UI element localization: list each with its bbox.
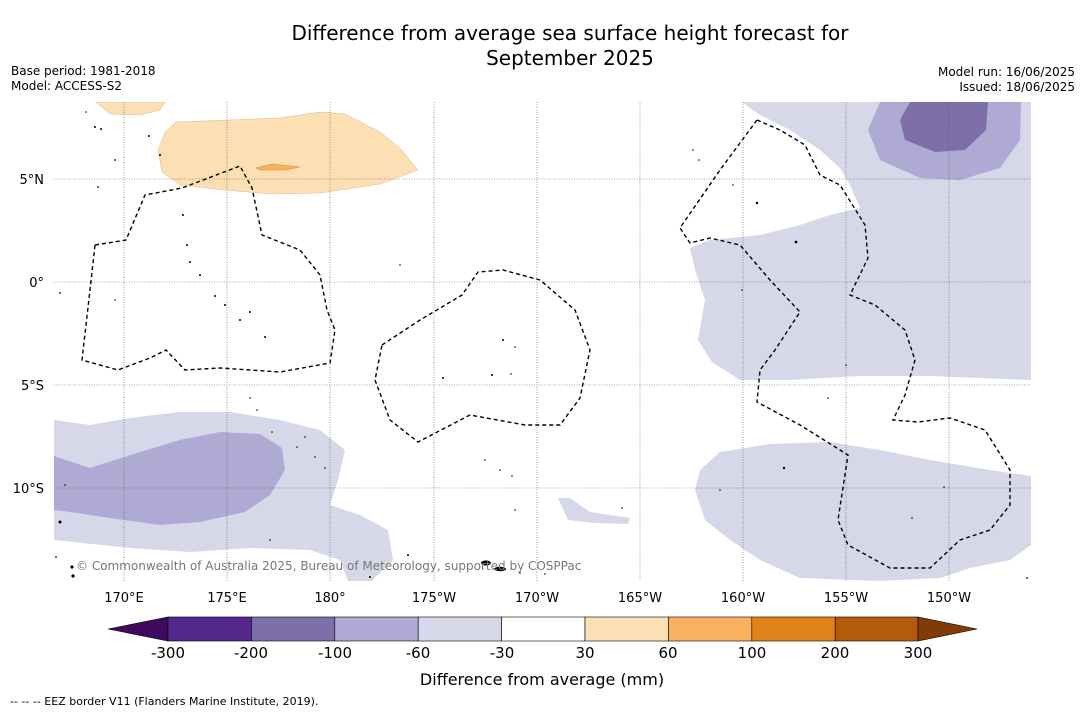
lat-label: 5°S xyxy=(21,379,44,394)
colorbar-bin xyxy=(167,616,252,642)
title-line-2: September 2025 xyxy=(486,46,654,70)
colorbar-tick: 300 xyxy=(904,644,933,662)
lon-label: 180° xyxy=(314,591,345,606)
lat-label: 10°S xyxy=(13,482,44,497)
lon-label: 170°W xyxy=(515,591,559,606)
lon-label: 175°E xyxy=(207,591,247,606)
colorbar-tick: 60 xyxy=(658,644,677,662)
map-area: © Commonwealth of Australia 2025, Bureau… xyxy=(54,102,1031,581)
colorbar-bin xyxy=(834,616,919,642)
meta-right: Model run: 16/06/2025 Issued: 18/06/2025 xyxy=(938,65,1075,95)
colorbar-bin xyxy=(251,616,336,642)
colorbar-tick: 100 xyxy=(738,644,767,662)
colorbar-bin xyxy=(334,616,419,642)
islands xyxy=(55,111,1028,579)
lon-label: 175°W xyxy=(412,591,456,606)
model-run: Model run: 16/06/2025 xyxy=(937,65,1075,79)
colorbar-ticks: -300 -200 -100 -60 -30 30 60 100 200 300 xyxy=(151,644,932,662)
anomaly-negative-southeast xyxy=(695,442,1031,581)
model-name: Model: ACCESS-S2 xyxy=(11,79,123,93)
colorbar-bin xyxy=(668,616,753,642)
anomaly-positive-30-60 xyxy=(95,102,166,116)
anomaly-negative-east-core xyxy=(900,102,988,152)
colorbar-title: Difference from average (mm) xyxy=(420,670,664,689)
lon-label: 165°W xyxy=(618,591,662,606)
colorbar-bin xyxy=(501,616,586,642)
colorbar-bin xyxy=(417,616,502,642)
colorbar-tick: -300 xyxy=(151,644,185,662)
colorbar-bin xyxy=(584,616,669,642)
lon-label: 160°W xyxy=(721,591,765,606)
eez-border-tuvalu xyxy=(81,165,336,373)
anomaly-positive-60-100 xyxy=(255,163,301,171)
anomaly-negative-small xyxy=(558,498,630,524)
lat-label: 5°N xyxy=(20,173,45,188)
colorbar-tick: 200 xyxy=(821,644,850,662)
copyright-text: © Commonwealth of Australia 2025, Bureau… xyxy=(76,559,581,573)
map-title: Difference from average sea surface heig… xyxy=(0,21,1085,71)
colorbar-above-max xyxy=(917,616,978,642)
eez-border-line-islands xyxy=(679,119,1011,569)
lon-label: 150°W xyxy=(927,591,971,606)
title-line-1: Difference from average sea surface heig… xyxy=(291,21,849,45)
meta-left: Base period: 1981-2018 Model: ACCESS-S2 xyxy=(11,64,156,94)
eez-borders xyxy=(81,119,1011,569)
eez-legend-footer: -- -- -- EEZ border V11 (Flanders Marine… xyxy=(10,695,319,708)
colorbar-tick: -200 xyxy=(234,644,268,662)
longitude-labels: 170°E 175°E 180° 175°W 170°W 165°W 160°W… xyxy=(104,591,971,606)
base-period: Base period: 1981-2018 xyxy=(11,64,156,78)
colorbar-tick: -100 xyxy=(318,644,352,662)
eez-border-tokelau xyxy=(374,269,591,443)
colorbar-bin xyxy=(751,616,836,642)
lon-label: 170°E xyxy=(104,591,144,606)
anomaly-positive-30-60-large xyxy=(157,111,419,195)
colorbar-tick: 30 xyxy=(575,644,594,662)
colorbar xyxy=(107,616,978,642)
lat-label: 0° xyxy=(29,276,44,291)
latitude-labels: 5°N 0° 5°S 10°S xyxy=(13,173,44,497)
graticule xyxy=(54,102,1031,581)
colorbar-below-min xyxy=(107,616,169,642)
colorbar-tick: -30 xyxy=(490,644,515,662)
issued-date: Issued: 18/06/2025 xyxy=(959,80,1075,94)
lon-label: 155°W xyxy=(824,591,868,606)
colorbar-tick: -60 xyxy=(406,644,431,662)
